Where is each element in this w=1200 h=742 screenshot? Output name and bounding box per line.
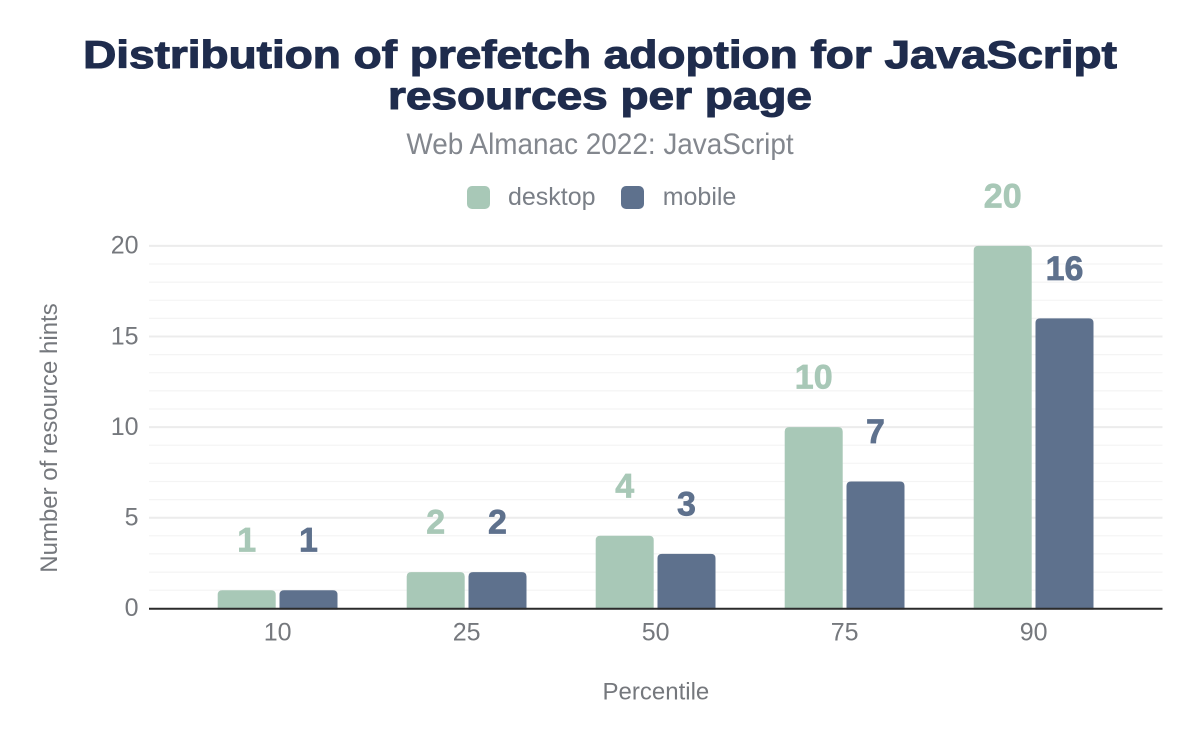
svg-text:15: 15	[111, 322, 139, 350]
svg-text:50: 50	[642, 619, 670, 647]
svg-text:1: 1	[299, 522, 318, 560]
svg-text:3: 3	[677, 485, 696, 523]
svg-text:75: 75	[831, 619, 859, 647]
svg-text:0: 0	[125, 594, 139, 622]
svg-text:7: 7	[866, 413, 885, 451]
svg-text:10: 10	[264, 619, 292, 647]
svg-text:20: 20	[111, 232, 139, 260]
svg-text:4: 4	[615, 467, 634, 505]
svg-text:1: 1	[237, 522, 256, 560]
svg-text:25: 25	[453, 619, 481, 647]
svg-text:2: 2	[488, 504, 507, 542]
svg-text:20: 20	[984, 177, 1022, 215]
svg-text:Percentile: Percentile	[603, 678, 710, 705]
svg-text:Number of resource hints: Number of resource hints	[36, 303, 63, 572]
svg-text:90: 90	[1020, 619, 1048, 647]
svg-text:5: 5	[125, 504, 139, 532]
svg-text:10: 10	[111, 413, 139, 441]
svg-text:16: 16	[1046, 250, 1084, 288]
svg-text:10: 10	[795, 359, 833, 397]
svg-text:2: 2	[426, 504, 445, 542]
